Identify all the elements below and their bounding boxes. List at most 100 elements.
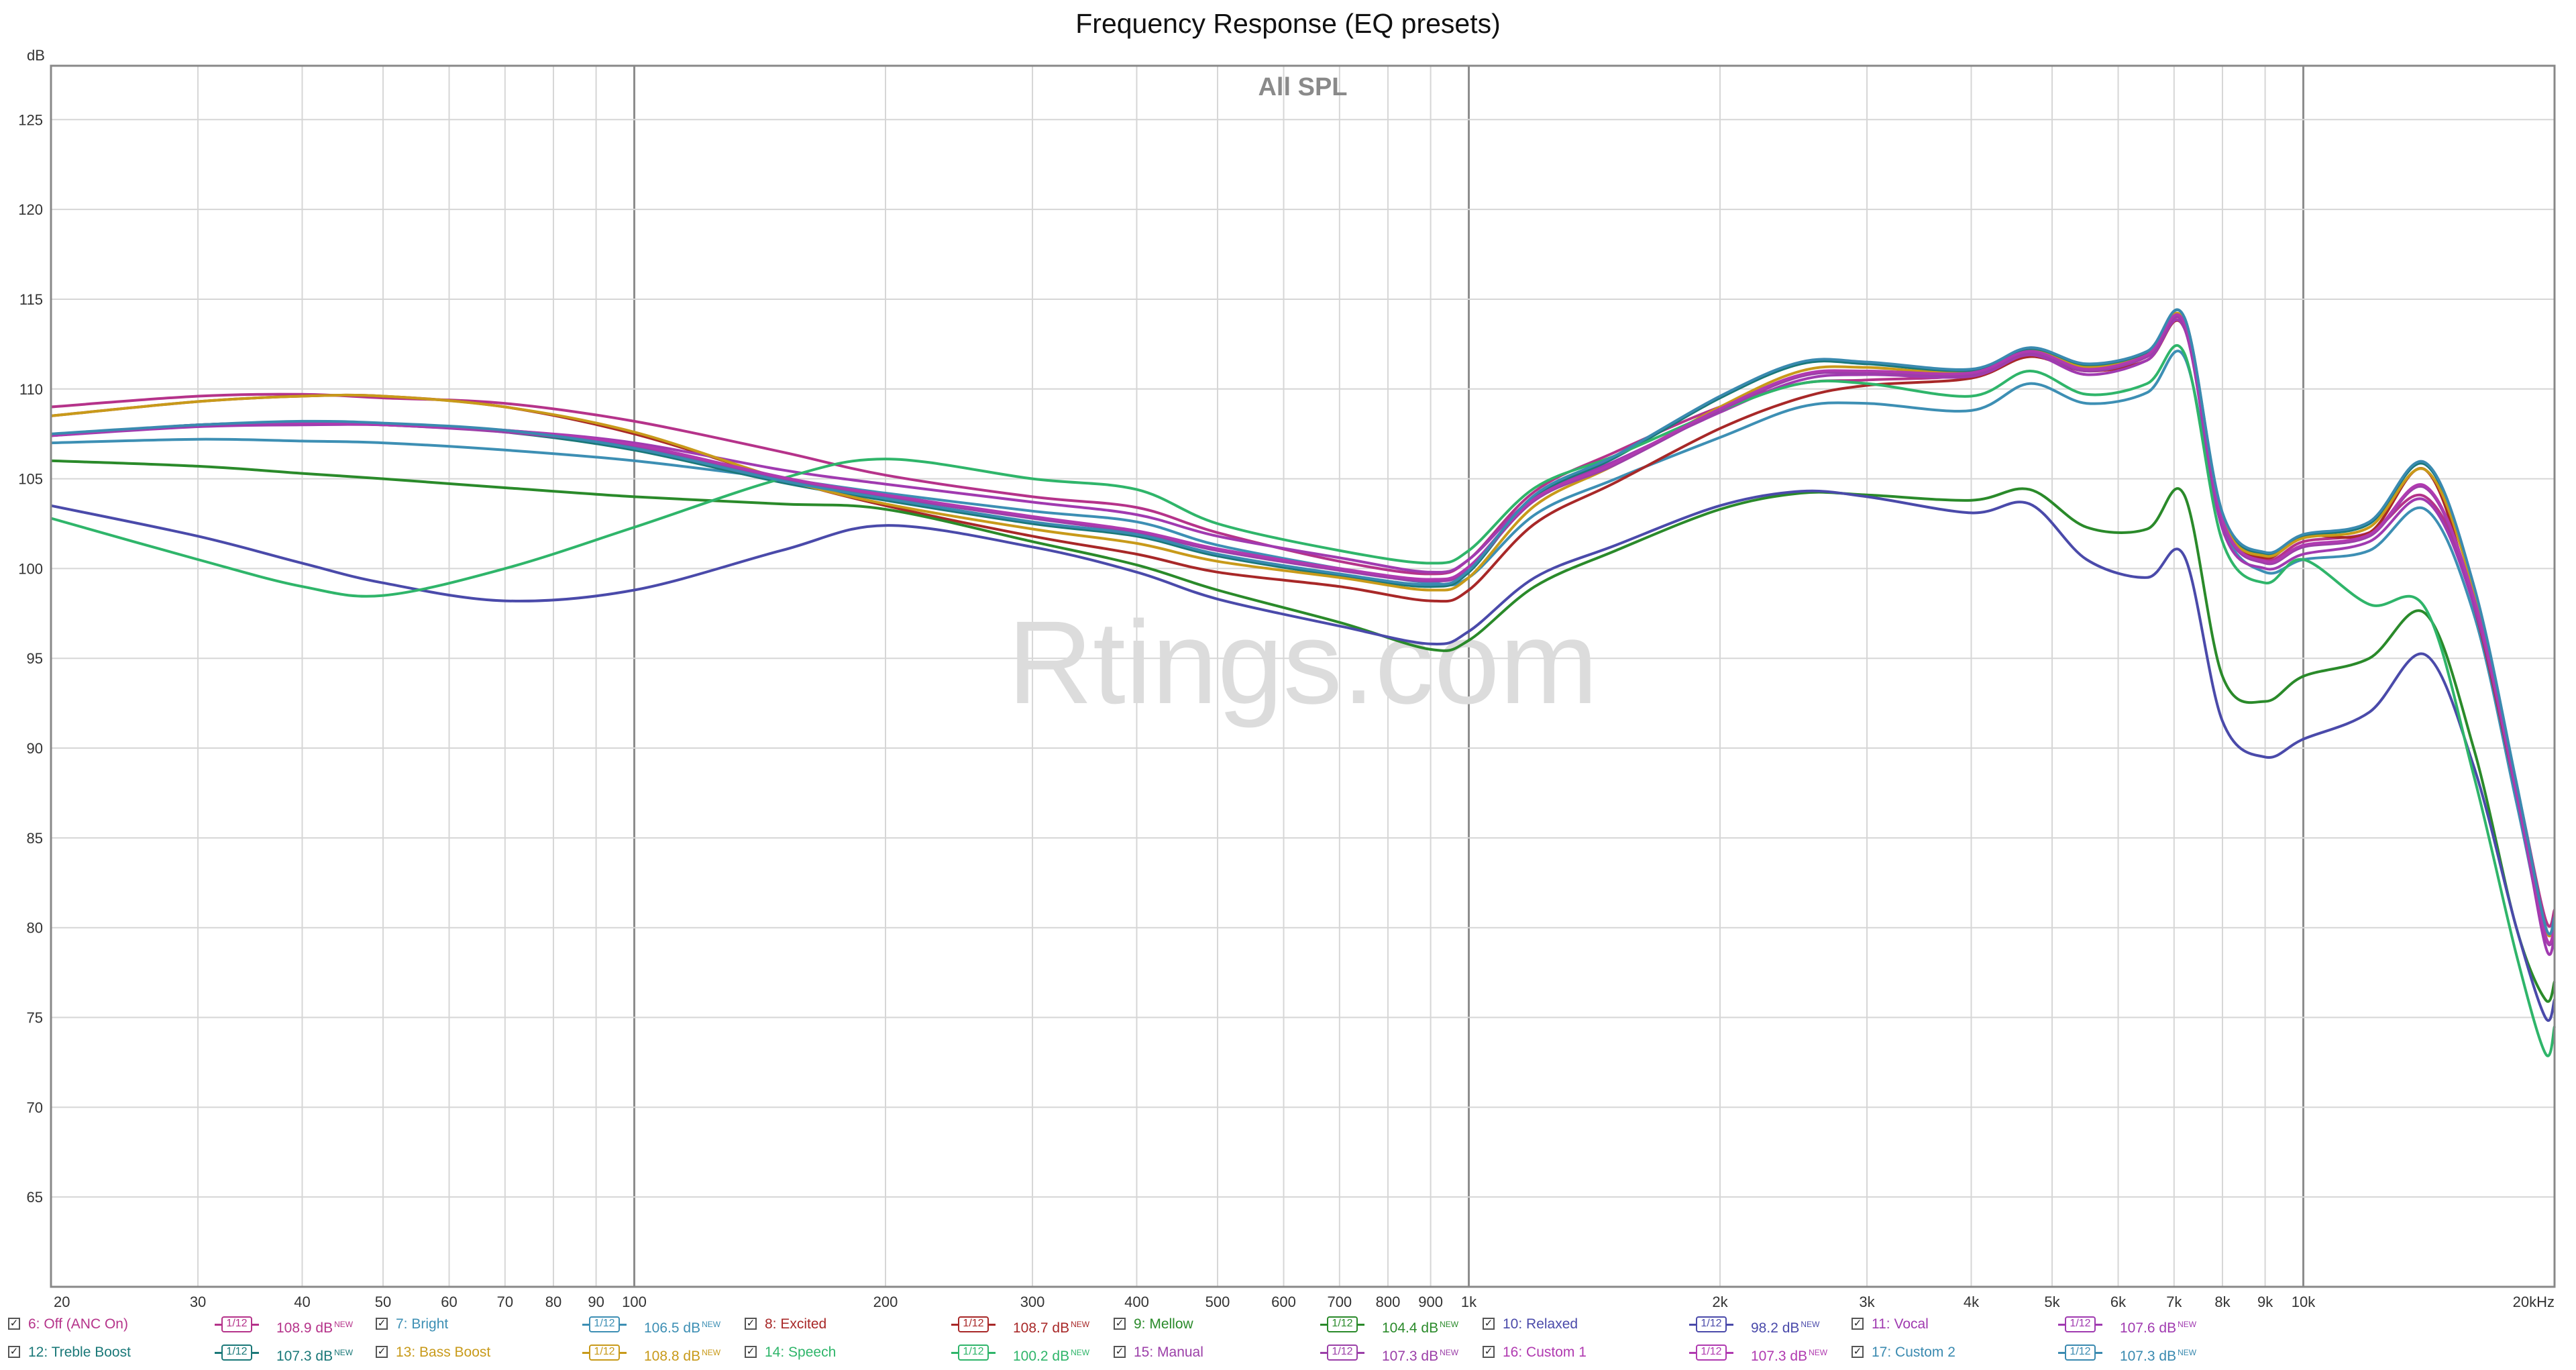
legend-item[interactable]: ✓ 15: Manual 1/12 107.3 dB NEW <box>1114 1339 1476 1366</box>
legend-series-name: 10: Relaxed <box>1503 1316 1578 1332</box>
y-tick-label: 115 <box>19 291 43 308</box>
smoothing-selector[interactable]: 1/12 <box>215 1345 259 1361</box>
legend-item[interactable]: ✓ 16: Custom 1 1/12 107.3 dB NEW <box>1483 1339 1845 1366</box>
legend-item[interactable]: ✓ 14: Speech 1/12 100.2 dB NEW <box>745 1339 1107 1366</box>
frequency-response-chart: Rtings.com All SPL dB 65 70 75 80 85 90 95 100 1… <box>18 47 2556 1310</box>
smoothing-selector[interactable]: 1/12 <box>1320 1316 1364 1332</box>
x-tick-label: 400 <box>1124 1294 1149 1310</box>
y-tick-label: 70 <box>27 1099 43 1116</box>
y-tick-label: 120 <box>18 201 43 218</box>
legend-item[interactable]: ✓ 13: Bass Boost 1/12 108.8 dB NEW <box>376 1339 738 1366</box>
legend-spl-value: 107.3 dB NEW <box>1751 1348 1828 1364</box>
smoothing-selector[interactable]: 1/12 <box>951 1316 996 1332</box>
smoothing-selector[interactable]: 1/12 <box>951 1345 996 1361</box>
legend-checkbox[interactable]: ✓ <box>376 1346 388 1358</box>
smoothing-selector[interactable]: 1/12 <box>2058 1316 2102 1332</box>
legend-item[interactable]: ✓ 6: Off (ANC On) 1/12 108.9 dB NEW <box>8 1311 370 1338</box>
legend-spl-value: 98.2 dB NEW <box>1751 1320 1820 1336</box>
x-tick-label: 90 <box>588 1294 604 1310</box>
legend-item[interactable]: ✓ 8: Excited 1/12 108.7 dB NEW <box>745 1311 1107 1338</box>
x-tick-label: 60 <box>441 1294 457 1310</box>
legend-item[interactable]: ✓ 12: Treble Boost 1/12 107.3 dB NEW <box>8 1339 370 1366</box>
new-badge: NEW <box>2178 1320 2197 1329</box>
legend-checkbox[interactable]: ✓ <box>376 1318 388 1330</box>
legend-series-name: 17: Custom 2 <box>1872 1345 1955 1360</box>
legend-spl-value: 107.3 dB NEW <box>2120 1348 2197 1364</box>
grid-lines <box>50 66 2555 1287</box>
legend-item[interactable]: ✓ 11: Vocal 1/12 107.6 dB NEW <box>1851 1311 2214 1338</box>
series-line-5 <box>50 489 2556 1022</box>
x-tick-label: 70 <box>497 1294 513 1310</box>
legend-item[interactable]: ✓ 10: Relaxed 1/12 98.2 dB NEW <box>1483 1311 1845 1338</box>
x-tick-label: 5k <box>2044 1294 2060 1310</box>
x-tick-label: 80 <box>545 1294 561 1310</box>
new-badge: NEW <box>1801 1320 1820 1329</box>
x-tick-label: 40 <box>294 1294 310 1310</box>
y-tick-label: 100 <box>18 560 43 577</box>
y-tick-label: 105 <box>18 471 43 488</box>
x-tick-label: 10k <box>2292 1294 2316 1310</box>
legend-checkbox[interactable]: ✓ <box>745 1318 757 1330</box>
plot-frame <box>50 64 2556 1288</box>
legend-checkbox[interactable]: ✓ <box>1851 1346 1864 1358</box>
legend-checkbox[interactable]: ✓ <box>8 1346 20 1358</box>
smoothing-selector[interactable]: 1/12 <box>582 1345 627 1361</box>
legend-series-name: 6: Off (ANC On) <box>28 1316 128 1332</box>
y-tick-label: 65 <box>27 1189 43 1206</box>
legend-checkbox[interactable]: ✓ <box>1483 1346 1495 1358</box>
x-tick-label: 100 <box>622 1294 647 1310</box>
legend-spl-value: 107.3 dB NEW <box>1382 1348 1459 1364</box>
legend-spl-value: 108.8 dB NEW <box>644 1348 721 1364</box>
new-badge: NEW <box>2178 1348 2197 1357</box>
x-tick-label: 200 <box>873 1294 898 1310</box>
legend-item[interactable]: ✓ 9: Mellow 1/12 104.4 dB NEW <box>1114 1311 1476 1338</box>
x-tick-label: 1k <box>1461 1294 1477 1310</box>
new-badge: NEW <box>1809 1348 1828 1357</box>
x-tick-label: 20 <box>54 1294 70 1310</box>
y-axis-ticks: 65 70 75 80 85 90 95 100 105 110 115 120 125 <box>18 111 43 1206</box>
x-tick-label: 9k <box>2257 1294 2273 1310</box>
legend-checkbox[interactable]: ✓ <box>8 1318 20 1330</box>
legend-checkbox[interactable]: ✓ <box>1114 1346 1126 1358</box>
y-tick-label: 80 <box>27 920 43 937</box>
series-line-3 <box>50 319 2556 937</box>
legend-checkbox[interactable]: ✓ <box>1851 1318 1864 1330</box>
x-tick-label: 7k <box>2166 1294 2182 1310</box>
legend-spl-value: 108.7 dB NEW <box>1013 1320 1090 1336</box>
new-badge: NEW <box>702 1348 721 1357</box>
new-badge: NEW <box>1071 1348 1090 1357</box>
legend-spl-value: 107.6 dB NEW <box>2120 1320 2197 1336</box>
x-tick-label: 800 <box>1376 1294 1401 1310</box>
x-tick-label: 600 <box>1271 1294 1296 1310</box>
x-tick-label: 900 <box>1418 1294 1443 1310</box>
legend-spl-value: 104.4 dB NEW <box>1382 1320 1459 1336</box>
legend-checkbox[interactable]: ✓ <box>1483 1318 1495 1330</box>
plot-label: All SPL <box>1258 73 1347 101</box>
y-axis-label: dB <box>27 47 45 64</box>
series-line-9 <box>50 344 2556 1057</box>
series-line-10 <box>50 315 2556 947</box>
chart-title: Frequency Response (EQ presets) <box>1075 8 1501 39</box>
legend-series-name: 9: Mellow <box>1134 1316 1193 1332</box>
y-tick-label: 75 <box>27 1010 43 1026</box>
smoothing-selector[interactable]: 1/12 <box>1320 1345 1364 1361</box>
smoothing-selector[interactable]: 1/12 <box>1689 1345 1733 1361</box>
legend-item[interactable]: ✓ 17: Custom 2 1/12 107.3 dB NEW <box>1851 1339 2214 1366</box>
smoothing-selector[interactable]: 1/12 <box>582 1316 627 1332</box>
x-tick-label: 2k <box>1712 1294 1728 1310</box>
series-line-11 <box>50 313 2556 945</box>
legend-spl-value: 107.3 dB NEW <box>276 1348 354 1364</box>
new-badge: NEW <box>1440 1348 1459 1357</box>
series-line-12 <box>50 308 2556 936</box>
legend-spl-value: 106.5 dB NEW <box>644 1320 721 1336</box>
smoothing-selector[interactable]: 1/12 <box>2058 1345 2102 1361</box>
y-tick-label: 95 <box>27 650 43 667</box>
x-tick-label: 50 <box>375 1294 391 1310</box>
smoothing-selector[interactable]: 1/12 <box>215 1316 259 1332</box>
smoothing-selector[interactable]: 1/12 <box>1689 1316 1733 1332</box>
legend-checkbox[interactable]: ✓ <box>1114 1318 1126 1330</box>
series-line-4 <box>50 459 2556 1003</box>
legend-checkbox[interactable]: ✓ <box>745 1346 757 1358</box>
x-tick-label: 3k <box>1859 1294 1875 1310</box>
legend-item[interactable]: ✓ 7: Bright 1/12 106.5 dB NEW <box>376 1311 738 1338</box>
